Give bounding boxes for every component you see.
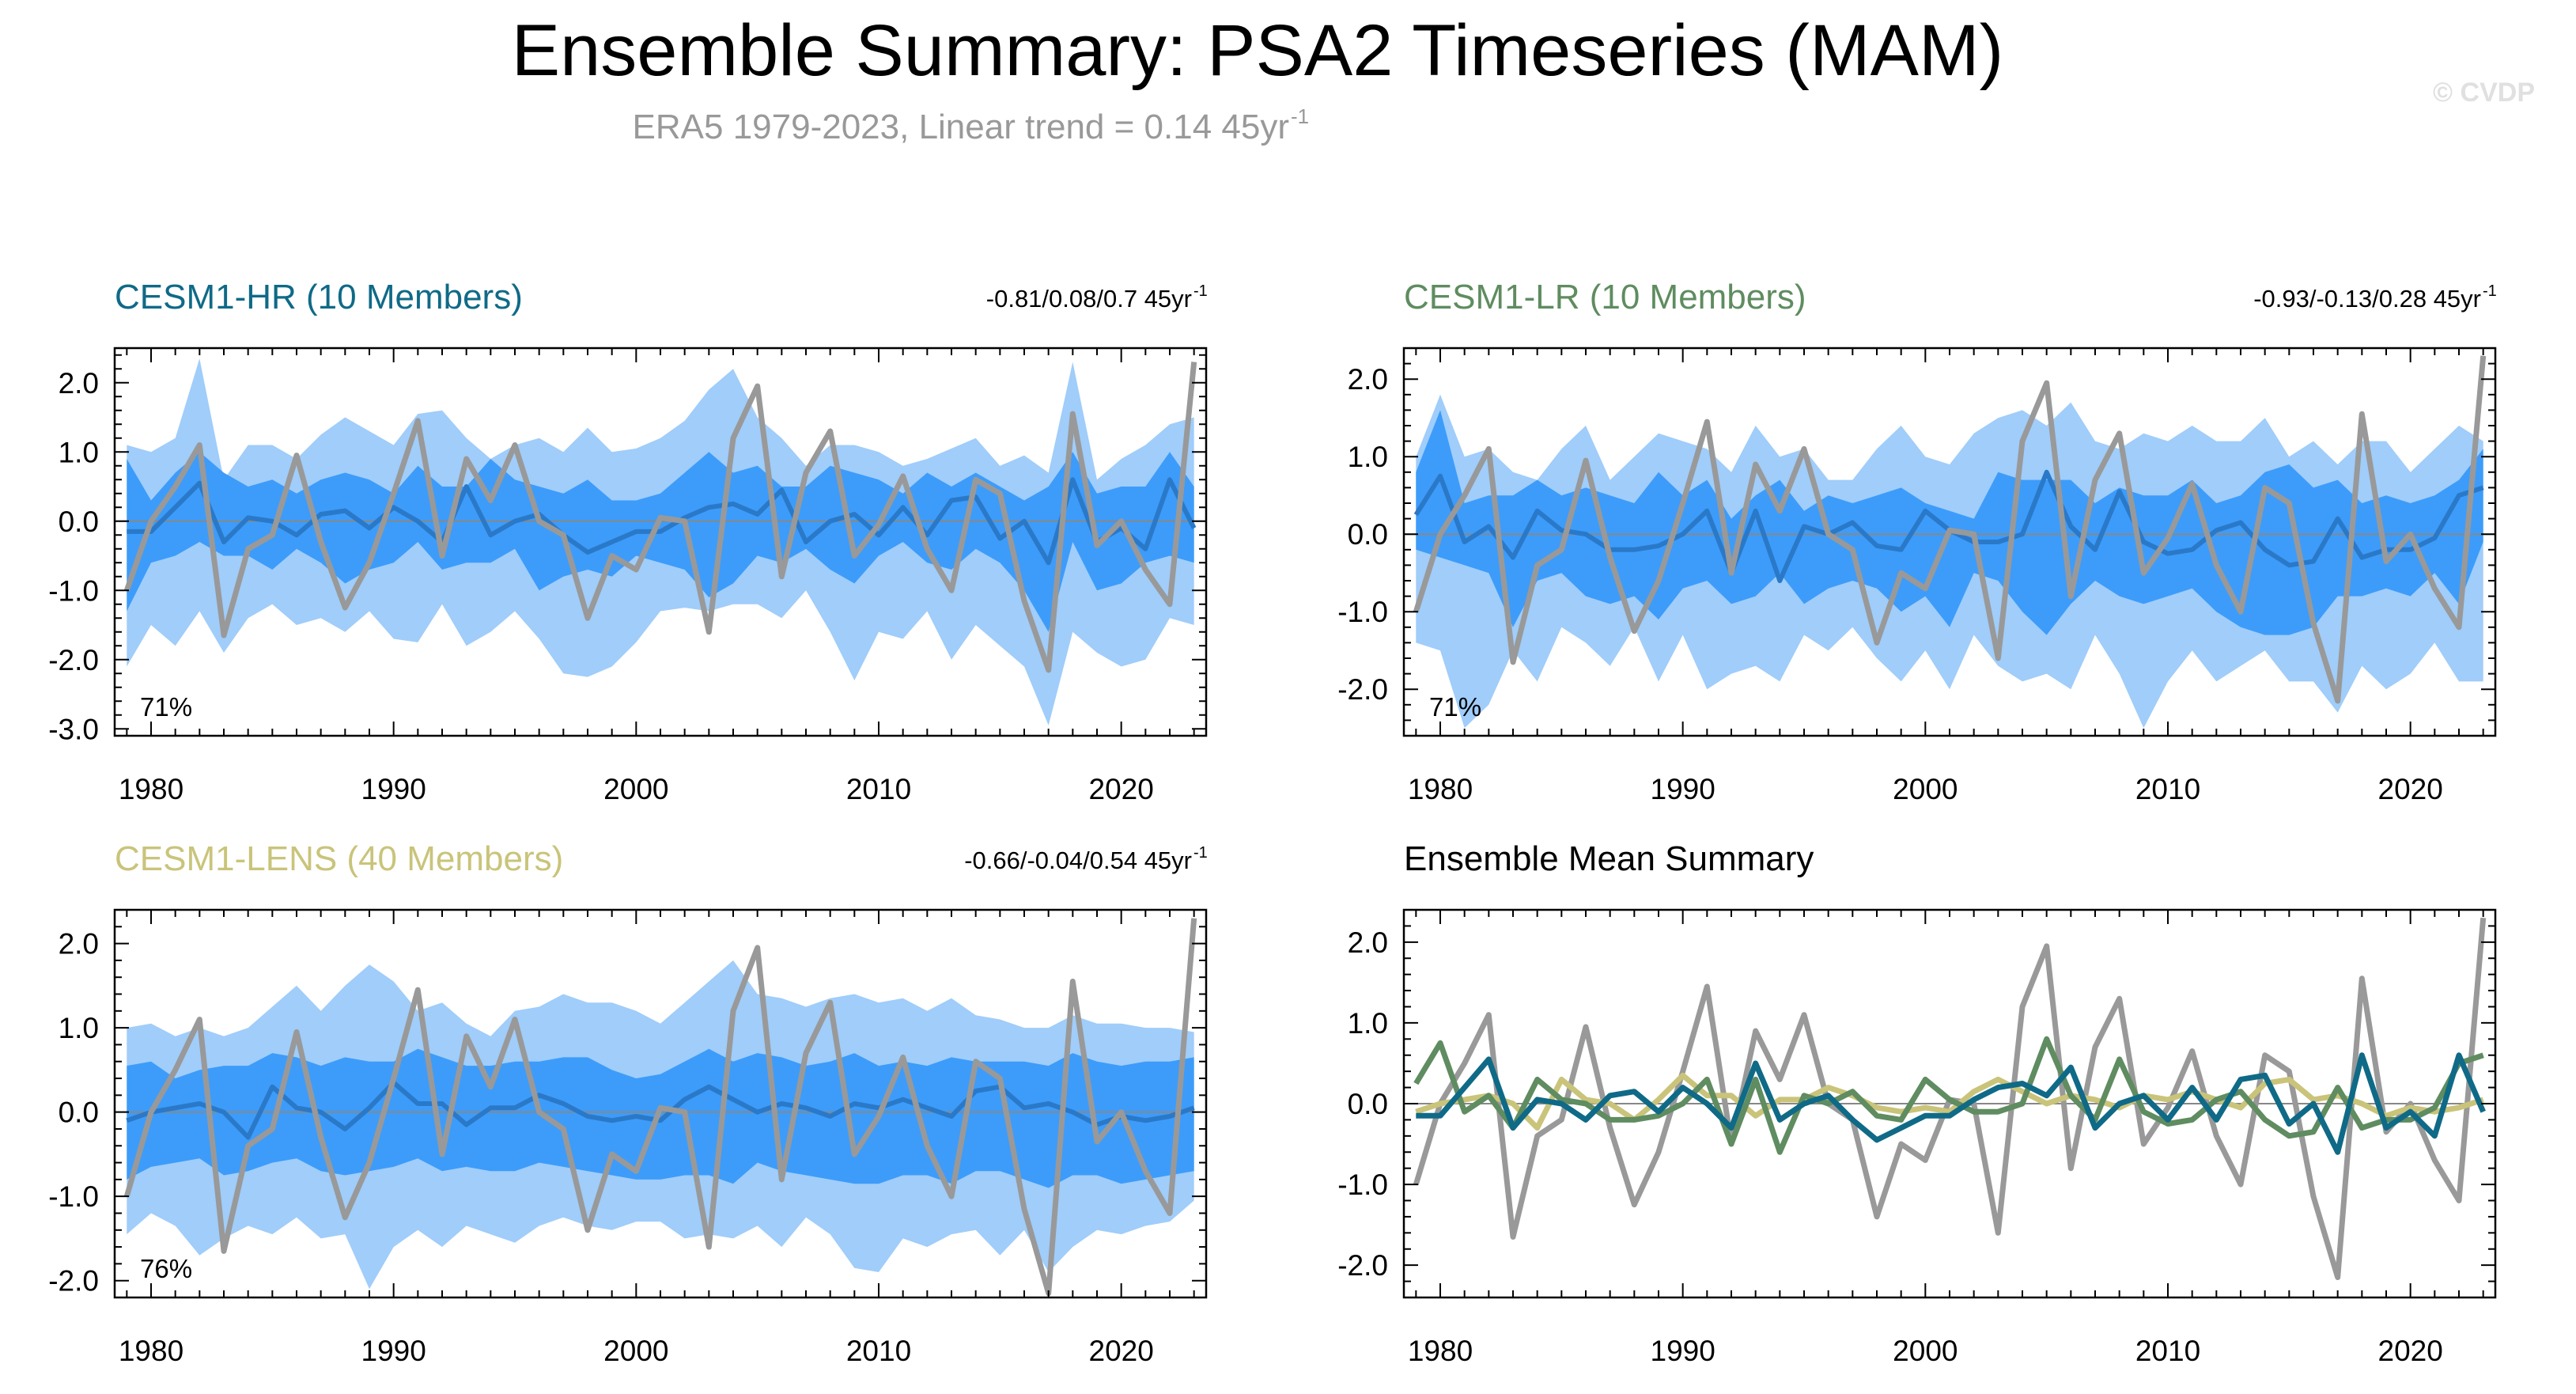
x-tick-label: 1990 [361,1335,426,1367]
inner-spread-band [1416,410,2483,635]
x-tick-label: 1990 [1651,1335,1715,1367]
x-tick-label: 2000 [603,773,668,805]
trend-superscript: -1 [1193,844,1208,862]
figure-subtitle: ERA5 1979-2023, Linear trend = 0.14 45yr [633,108,1289,146]
y-tick-label: 1.0 [1348,1007,1388,1040]
x-tick-label: 2010 [846,1335,911,1367]
x-tick-label: 1980 [1408,773,1473,805]
x-tick-label: 1980 [119,1335,183,1367]
trend-superscript: -1 [2483,282,2497,300]
percent-label: 71% [140,692,192,722]
trend-range: -0.93/-0.13/0.28 45yr [2253,285,2481,313]
figure-title: Ensemble Summary: PSA2 Timeseries (MAM) [512,10,2003,91]
y-tick-label: 0.0 [59,1097,99,1129]
y-tick-label: 2.0 [1348,363,1388,396]
panel-1: CESM1-HR (10 Members) -0.81/0.08/0.7 45yr… [48,278,1208,805]
x-tick-label: 1980 [119,773,183,805]
x-tick-label: 2010 [2135,773,2200,805]
panels: CESM1-HR (10 Members) -0.81/0.08/0.7 45yr… [48,278,2497,1367]
percent-label: 71% [1429,692,1481,722]
x-tick-label: 1990 [1651,773,1715,805]
x-tick-label: 2000 [1893,1335,1958,1367]
y-tick-label: -2.0 [1337,1249,1388,1282]
panel-2: CESM1-LR (10 Members) -0.93/-0.13/0.28 45… [1337,278,2497,805]
y-tick-label: 1.0 [59,1012,99,1044]
ensemble-mean-line [126,1080,1195,1140]
series-line-cesm1-hr [1416,1052,2486,1155]
trend-range: -0.81/0.08/0.7 45yr [986,285,1192,313]
y-tick-label: -1.0 [1337,596,1388,628]
observed-line [123,918,1197,1297]
panel-4: Ensemble Mean Summary 2.0 1.0 0.0 -1.0 -2.0 19… [1337,839,2497,1367]
panel-title: CESM1-LR (10 Members) [1404,278,1806,316]
y-tick-label: -3.0 [48,713,99,745]
x-tick-label: 2020 [1089,1335,1154,1367]
y-tick-label: -1.0 [48,1180,99,1213]
y-tick-label: 2.0 [59,928,99,960]
x-tick-label: 2000 [1893,773,1958,805]
y-tick-label: 1.0 [1348,441,1388,473]
y-tick-label: 0.0 [1348,518,1388,551]
trend-superscript: -1 [1193,282,1208,300]
x-tick-label: 2010 [846,773,911,805]
series-line-cesm1-lens [1415,1072,2484,1131]
ensemble-mean-line [127,477,1197,566]
observed-line [1413,355,2487,704]
y-tick-label: -1.0 [48,574,99,607]
panel-title: CESM1-LENS (40 Members) [115,839,563,878]
panel-title: CESM1-HR (10 Members) [115,278,523,316]
y-tick-label: -2.0 [1337,673,1388,706]
y-tick-label: 1.0 [59,436,99,468]
figure-subtitle-superscript: -1 [1291,104,1309,128]
x-tick-label: 1980 [1408,1335,1473,1367]
x-tick-label: 2020 [1089,773,1154,805]
panel-3: CESM1-LENS (40 Members) -0.66/-0.04/0.54 … [48,839,1208,1367]
y-tick-label: 0.0 [1348,1088,1388,1120]
y-tick-label: 0.0 [59,506,99,538]
y-tick-label: 2.0 [59,367,99,400]
x-tick-label: 2020 [2378,1335,2443,1367]
y-tick-label: -2.0 [48,644,99,676]
percent-label: 76% [140,1254,192,1283]
y-tick-label: -2.0 [48,1265,99,1297]
trend-range: -0.66/-0.04/0.54 45yr [964,847,1192,874]
x-tick-label: 2000 [603,1335,668,1367]
watermark: © CVDP [2433,78,2535,108]
x-tick-label: 2020 [2378,773,2443,805]
y-tick-label: -1.0 [1337,1169,1388,1201]
x-tick-label: 1990 [361,773,426,805]
observed-line [123,362,1197,673]
panel-title: Ensemble Mean Summary [1404,839,1814,878]
y-tick-label: 2.0 [1348,926,1388,959]
x-tick-label: 2010 [2135,1335,2200,1367]
